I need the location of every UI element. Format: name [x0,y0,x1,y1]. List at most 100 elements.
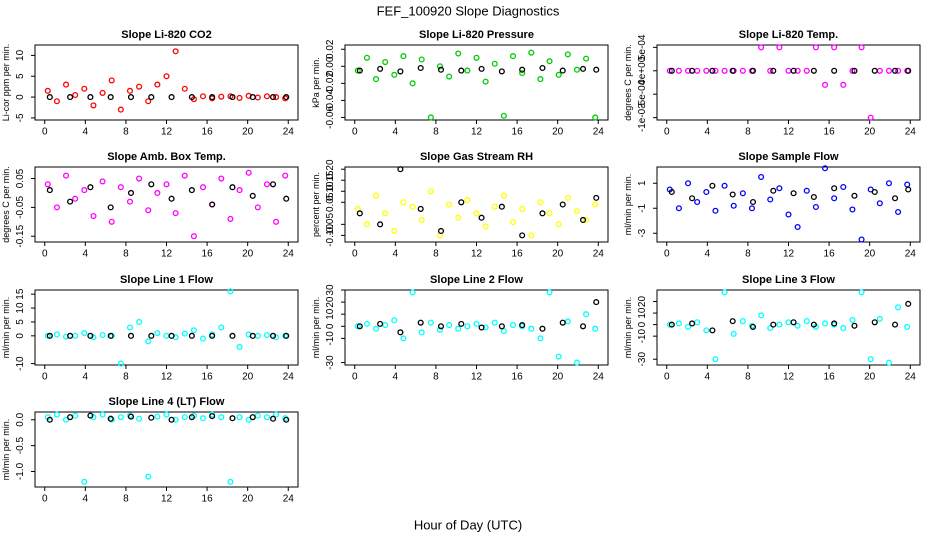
data-point [72,332,79,339]
x-tick-label: 16 [202,372,214,383]
data-point [417,64,424,72]
data-point [519,322,526,329]
data-point [537,335,544,342]
data-point [509,322,517,329]
data-point [684,180,692,187]
data-point [391,71,398,78]
y-tick-label: -30 [325,355,336,370]
data-point [491,203,498,210]
data-point [126,87,134,94]
x-tick-label: 12 [161,372,173,383]
y-axis-label: percent per min. [311,172,321,237]
y-tick-label: 0 [637,321,648,327]
data-point [199,335,207,342]
data-point [758,44,765,51]
data-point [583,216,590,223]
data-point [546,58,553,65]
data-point [703,67,710,74]
data-point [555,353,562,360]
data-point [269,181,277,188]
data-point [245,169,252,176]
data-point [188,187,195,194]
data-point [273,411,280,418]
x-tick-label: 12 [471,127,483,138]
data-point [199,415,207,422]
data-point [372,325,380,332]
data-point [849,206,856,213]
data-point [181,414,188,421]
data-point [790,190,797,197]
data-point [377,65,384,72]
y-tick-label: 20 [637,296,648,308]
data-point [891,321,899,328]
data-point [136,175,143,182]
data-point [528,325,535,332]
data-point [473,320,480,327]
x-tick-label: 16 [202,249,214,260]
x-tick-label: 16 [824,249,836,260]
data-point [905,67,912,74]
data-point [803,187,810,194]
y-tick-label: -10 [637,328,648,343]
y-axis-label: ml/min per min. [311,297,321,359]
data-point [500,192,507,199]
data-point [885,359,893,366]
data-point [573,66,581,73]
data-point [785,319,792,326]
data-point [363,221,370,228]
y-tick-label: -0.05 [15,196,26,219]
data-point [209,332,216,339]
data-point [666,321,673,328]
data-point [712,207,719,214]
data-point [895,67,902,74]
data-point [229,94,236,101]
data-point [397,329,404,336]
data-point [455,50,462,57]
x-tick-label: 0 [352,249,358,260]
data-point [858,236,865,243]
data-point [675,67,682,74]
panel-title: Slope Li-820 CO2 [121,29,211,41]
data-point [126,324,134,331]
data-point [867,356,874,363]
data-point [559,319,566,326]
data-point [168,416,175,423]
data-point [498,68,505,75]
x-tick-label: 16 [512,127,524,138]
data-point [67,414,74,421]
data-point [776,185,783,192]
data-point [391,227,398,235]
data-point [891,67,899,74]
data-point [229,415,236,422]
data-point [382,58,389,66]
data-point [749,67,757,74]
data-point [236,343,243,350]
data-point [372,76,380,83]
data-point [148,332,155,339]
data-point [785,211,792,218]
data-point [67,332,74,339]
x-tick-label: 20 [864,372,876,383]
data-point [81,85,88,92]
data-point [849,316,856,324]
data-point [519,66,526,73]
data-point [356,67,363,74]
y-tick-label: -0.06 [325,106,336,129]
panel-title: Slope Line 3 Flow [742,274,835,286]
y-tick-label: 10 [15,49,26,61]
y-tick-label: 10 [637,307,648,319]
data-point [117,360,124,367]
data-point [812,44,819,51]
panel-title: Slope Amb. Box Temp. [107,151,226,163]
data-point [464,67,471,74]
data-point [126,198,134,205]
x-tick-label: 16 [512,249,524,260]
data-point [90,102,97,109]
data-point [254,412,261,419]
y-tick-label: 0.20 [325,159,336,179]
data-point [776,321,783,328]
data-point [498,323,505,330]
data-point [537,199,544,206]
data-point [418,329,425,336]
y-tick-label: 5 [15,319,26,325]
